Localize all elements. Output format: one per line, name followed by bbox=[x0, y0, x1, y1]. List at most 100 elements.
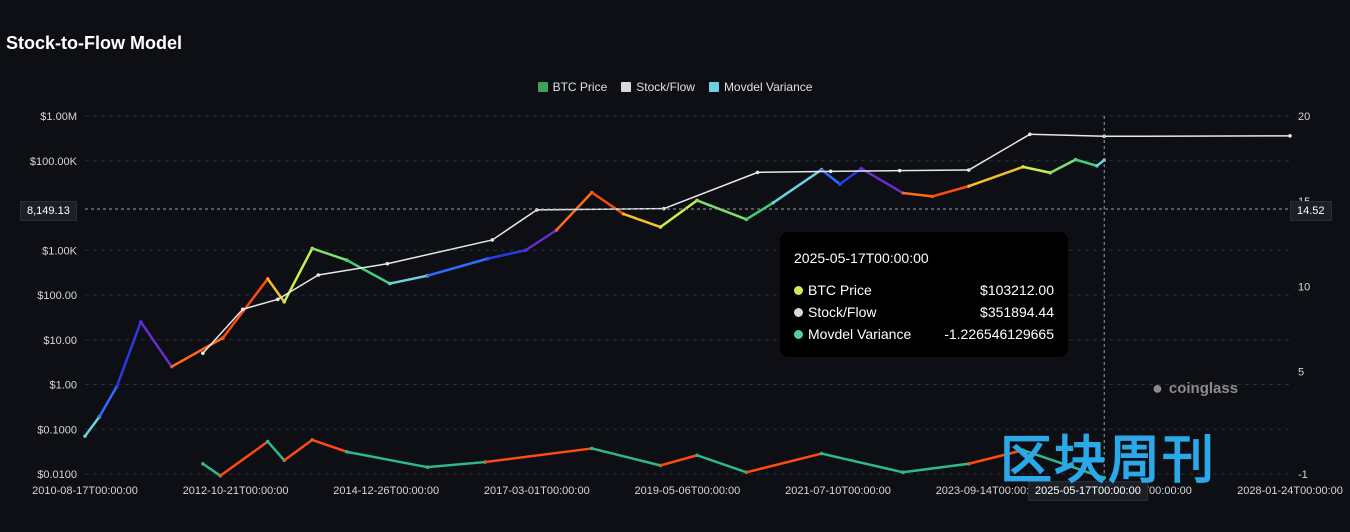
y-left-tick-label: $0.0100 bbox=[37, 469, 77, 481]
series-segment-movdel-variance bbox=[201, 462, 222, 477]
y-left-tick-label: $100.00K bbox=[30, 156, 78, 168]
series-segment-movdel-variance bbox=[695, 453, 748, 474]
series-segment-btc-price bbox=[266, 277, 286, 304]
x-tick-label: 2028-01-24T00:00:00 bbox=[1237, 485, 1343, 497]
coinglass-logo-icon: ● bbox=[1152, 378, 1163, 398]
series-segment-movdel-variance bbox=[745, 452, 823, 474]
tooltip-label-movdel-variance: Movdel Variance bbox=[808, 326, 912, 342]
x-tick-label: 2014-12-26T00:00:00 bbox=[333, 485, 439, 497]
series-segment-movdel-variance bbox=[282, 438, 314, 462]
tooltip: 2025-05-17T00:00:00 BTC Price $103212.00… bbox=[780, 232, 1068, 357]
legend-swatch-btc-price bbox=[537, 82, 548, 92]
series-segment-stock-flow bbox=[277, 274, 320, 301]
series-segment-stock-flow bbox=[242, 298, 279, 311]
series-segment-btc-price bbox=[282, 247, 314, 304]
legend-label-stock-flow: Stock/Flow bbox=[636, 80, 695, 94]
series-segment-stock-flow bbox=[202, 308, 244, 354]
tooltip-row-stock-flow: Stock/Flow $351894.44 bbox=[794, 304, 1054, 320]
crosshair-left-label: 8,149.13 bbox=[20, 201, 77, 221]
series-segment-stock-flow bbox=[756, 170, 832, 174]
series-segment-btc-price bbox=[345, 258, 392, 285]
cn-watermark: 区块周刊 bbox=[1000, 432, 1217, 490]
legend-item-stock-flow[interactable]: Stock/Flow bbox=[621, 80, 695, 94]
legend-item-movdel-variance[interactable]: Movdel Variance bbox=[708, 80, 813, 94]
series-segment-btc-price bbox=[1074, 158, 1099, 168]
chart-title: Stock-to-Flow Model bbox=[6, 33, 182, 53]
series-segment-stock-flow bbox=[1029, 133, 1105, 138]
series-segment-stock-flow bbox=[898, 169, 970, 172]
series-segment-stock-flow bbox=[536, 207, 665, 211]
tooltip-value-movdel-variance: -1.226546129665 bbox=[944, 326, 1054, 342]
series-segment-movdel-variance bbox=[219, 440, 270, 477]
y-axis-right: -15101520 bbox=[1298, 111, 1310, 481]
series-segment-btc-price bbox=[115, 320, 143, 388]
y-left-tick-label: $1.00K bbox=[42, 245, 78, 257]
series-segment-btc-price bbox=[860, 167, 905, 195]
series-segment-movdel-variance bbox=[901, 462, 970, 474]
coinglass-watermark: ● coinglass bbox=[1152, 378, 1238, 399]
series-segment-btc-price bbox=[590, 191, 625, 216]
coinglass-brand-text: coinglass bbox=[1168, 380, 1239, 397]
series-segment-btc-price bbox=[695, 199, 748, 221]
series-segment-btc-price bbox=[1049, 158, 1077, 174]
series-segment-movdel-variance bbox=[590, 447, 662, 467]
series-segment-stock-flow bbox=[967, 133, 1031, 171]
y-left-tick-label: $10.00 bbox=[43, 335, 77, 347]
legend-item-btc-price[interactable]: BTC Price bbox=[537, 80, 608, 94]
series-segment-btc-price bbox=[622, 212, 662, 229]
series-segment-movdel-variance bbox=[310, 438, 349, 454]
series-segment-btc-price bbox=[170, 336, 225, 368]
series-segment-btc-price bbox=[771, 168, 823, 205]
y-right-tick-label: 5 bbox=[1298, 367, 1304, 379]
legend-swatch-stock-flow bbox=[621, 82, 632, 92]
y-left-tick-label: $1.00 bbox=[49, 380, 77, 392]
series-segment-btc-price bbox=[745, 201, 775, 221]
tooltip-dot-movdel-variance bbox=[794, 329, 803, 339]
tooltip-label-btc-price: BTC Price bbox=[808, 282, 872, 298]
data-point-movdel-variance bbox=[1102, 476, 1107, 480]
tooltip-date: 2025-05-17T00:00:00 bbox=[794, 250, 929, 266]
series-layer bbox=[83, 132, 1292, 480]
series-segment-btc-price bbox=[310, 247, 349, 262]
series-segment-btc-price bbox=[931, 184, 970, 198]
legend-label-btc-price: BTC Price bbox=[552, 80, 608, 94]
series-segment-btc-price bbox=[524, 228, 558, 252]
series-segment-btc-price bbox=[83, 415, 101, 438]
tooltip-dot-btc-price bbox=[794, 285, 803, 295]
series-segment-stock-flow bbox=[386, 239, 494, 265]
series-segment-stock-flow bbox=[829, 169, 901, 173]
y-left-tick-label: $0.1000 bbox=[37, 424, 77, 436]
legend-swatch-movdel-variance bbox=[708, 82, 719, 92]
series-segment-movdel-variance bbox=[967, 448, 1025, 466]
x-tick-label: 2023-09-14T00:00:00 bbox=[936, 485, 1042, 497]
series-segment-btc-price bbox=[555, 191, 594, 232]
series-segment-btc-price bbox=[426, 257, 490, 277]
tooltip-row-movdel-variance: Movdel Variance -1.226546129665 bbox=[794, 326, 1054, 342]
series-segment-movdel-variance bbox=[1021, 448, 1106, 480]
y-axis-left: $0.0100 $0.1000 $1.00 $10.00 $100.00 $1.00K $1… bbox=[30, 111, 78, 481]
tooltip-dot-stock-flow bbox=[794, 307, 803, 317]
x-tick-label: 2017-03-01T00:00:00 bbox=[484, 485, 590, 497]
series-segment-movdel-variance bbox=[426, 460, 487, 469]
series-segment-btc-price bbox=[1021, 165, 1052, 174]
grid-lines bbox=[85, 115, 1290, 475]
y-left-tick-label: $100.00 bbox=[37, 290, 77, 302]
crosshair-x-label: 2025-05-17T00:00:00 bbox=[1028, 481, 1148, 501]
series-segment-stock-flow bbox=[317, 262, 389, 276]
series-segment-movdel-variance bbox=[266, 440, 286, 462]
series-segment-movdel-variance bbox=[345, 450, 429, 469]
series-segment-btc-price bbox=[486, 249, 527, 260]
series-segment-stock-flow bbox=[491, 209, 538, 241]
series-segment-btc-price bbox=[659, 199, 699, 229]
y-right-tick-label: 20 bbox=[1298, 111, 1310, 123]
data-point-stock-flow bbox=[1288, 134, 1292, 138]
legend-label-movdel-variance: Movdel Variance bbox=[723, 80, 813, 94]
series-segment-btc-price bbox=[967, 165, 1025, 188]
series-segment-movdel-variance bbox=[659, 453, 699, 467]
series-segment-btc-price bbox=[98, 385, 119, 419]
series-segment-btc-price bbox=[388, 274, 429, 285]
x-tick-label: 2010-08-17T00:00:00 bbox=[32, 485, 138, 497]
x-tick-label: 2021-07-10T00:00:00 bbox=[785, 485, 891, 497]
series-segment-stock-flow bbox=[663, 171, 759, 210]
